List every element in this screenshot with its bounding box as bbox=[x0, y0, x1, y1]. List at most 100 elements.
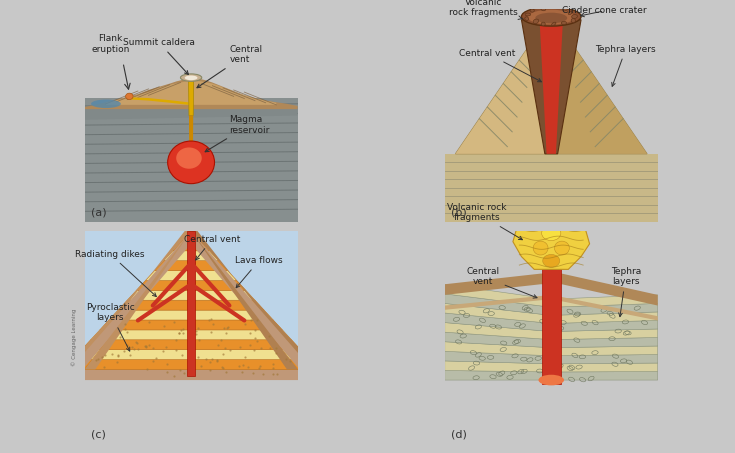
Polygon shape bbox=[182, 231, 200, 241]
Polygon shape bbox=[153, 270, 229, 280]
Polygon shape bbox=[93, 350, 290, 360]
Polygon shape bbox=[63, 360, 319, 370]
Polygon shape bbox=[130, 300, 252, 310]
Ellipse shape bbox=[535, 13, 567, 23]
Ellipse shape bbox=[541, 7, 545, 11]
Text: Magma
reservoir: Magma reservoir bbox=[205, 115, 270, 152]
Polygon shape bbox=[100, 320, 282, 330]
Ellipse shape bbox=[533, 241, 548, 255]
Ellipse shape bbox=[553, 5, 556, 9]
Ellipse shape bbox=[176, 147, 201, 169]
Polygon shape bbox=[551, 13, 647, 154]
Polygon shape bbox=[184, 231, 198, 241]
Ellipse shape bbox=[526, 13, 531, 16]
Ellipse shape bbox=[529, 215, 543, 226]
Polygon shape bbox=[154, 260, 228, 270]
Polygon shape bbox=[138, 290, 244, 300]
Ellipse shape bbox=[568, 11, 572, 14]
Ellipse shape bbox=[541, 22, 545, 26]
Polygon shape bbox=[445, 294, 658, 315]
Polygon shape bbox=[137, 280, 245, 290]
Polygon shape bbox=[445, 313, 658, 332]
Polygon shape bbox=[85, 370, 298, 380]
Polygon shape bbox=[146, 270, 237, 280]
Polygon shape bbox=[173, 241, 209, 251]
Polygon shape bbox=[85, 360, 298, 370]
Polygon shape bbox=[123, 310, 259, 320]
Text: Volcanic plug: Volcanic plug bbox=[0, 452, 1, 453]
Ellipse shape bbox=[184, 76, 198, 80]
Polygon shape bbox=[456, 13, 551, 154]
Ellipse shape bbox=[571, 19, 576, 23]
Polygon shape bbox=[115, 320, 267, 330]
Polygon shape bbox=[445, 304, 658, 323]
Polygon shape bbox=[176, 241, 207, 251]
Polygon shape bbox=[191, 231, 298, 370]
Text: Tephra layers: Tephra layers bbox=[595, 45, 656, 87]
Polygon shape bbox=[107, 330, 275, 340]
Polygon shape bbox=[513, 197, 589, 270]
Polygon shape bbox=[63, 231, 319, 380]
Polygon shape bbox=[146, 280, 237, 290]
Ellipse shape bbox=[168, 141, 215, 183]
Ellipse shape bbox=[521, 7, 581, 26]
Ellipse shape bbox=[572, 14, 578, 19]
Polygon shape bbox=[70, 231, 312, 370]
Text: Central vent: Central vent bbox=[459, 49, 542, 82]
Ellipse shape bbox=[542, 255, 560, 267]
Ellipse shape bbox=[528, 10, 575, 24]
Ellipse shape bbox=[551, 22, 556, 25]
Polygon shape bbox=[189, 116, 193, 169]
Polygon shape bbox=[445, 154, 658, 222]
Polygon shape bbox=[445, 352, 658, 364]
Polygon shape bbox=[445, 342, 658, 356]
Polygon shape bbox=[191, 231, 319, 370]
Text: Central
vent: Central vent bbox=[197, 45, 262, 88]
Text: Flank
eruption: Flank eruption bbox=[91, 34, 129, 53]
Polygon shape bbox=[539, 20, 563, 154]
Ellipse shape bbox=[126, 93, 133, 100]
Text: (c): (c) bbox=[91, 429, 106, 439]
Polygon shape bbox=[100, 340, 282, 350]
Polygon shape bbox=[82, 340, 301, 350]
Polygon shape bbox=[127, 97, 189, 105]
Polygon shape bbox=[127, 290, 255, 300]
Polygon shape bbox=[85, 80, 298, 120]
Text: Summit caldera: Summit caldera bbox=[123, 38, 195, 74]
Polygon shape bbox=[63, 231, 191, 370]
Ellipse shape bbox=[533, 19, 539, 24]
Polygon shape bbox=[161, 260, 221, 270]
Ellipse shape bbox=[562, 21, 567, 24]
Ellipse shape bbox=[181, 74, 201, 82]
Ellipse shape bbox=[564, 7, 568, 11]
Polygon shape bbox=[85, 231, 298, 370]
Polygon shape bbox=[168, 251, 214, 260]
Polygon shape bbox=[118, 300, 264, 310]
Text: Volcanic rock
fragments: Volcanic rock fragments bbox=[447, 203, 523, 240]
Polygon shape bbox=[85, 98, 298, 222]
Text: Tephra
layers: Tephra layers bbox=[611, 267, 641, 317]
Polygon shape bbox=[445, 361, 658, 372]
Text: (d): (d) bbox=[451, 429, 467, 439]
Polygon shape bbox=[189, 80, 193, 116]
Polygon shape bbox=[445, 284, 658, 307]
Text: (b): (b) bbox=[451, 207, 467, 217]
Polygon shape bbox=[445, 274, 658, 305]
Polygon shape bbox=[521, 20, 581, 154]
Ellipse shape bbox=[530, 9, 534, 12]
Polygon shape bbox=[73, 350, 309, 360]
Ellipse shape bbox=[525, 17, 528, 20]
Polygon shape bbox=[106, 80, 276, 105]
Text: (a): (a) bbox=[91, 207, 107, 217]
Polygon shape bbox=[85, 77, 298, 109]
Polygon shape bbox=[445, 371, 658, 380]
Ellipse shape bbox=[554, 241, 570, 255]
Text: Lava flows: Lava flows bbox=[235, 256, 283, 288]
Text: Radiating dikes: Radiating dikes bbox=[76, 250, 157, 297]
Polygon shape bbox=[85, 231, 191, 370]
Polygon shape bbox=[445, 295, 658, 320]
Ellipse shape bbox=[544, 202, 559, 213]
Polygon shape bbox=[456, 13, 647, 154]
Ellipse shape bbox=[542, 226, 561, 241]
Polygon shape bbox=[85, 231, 298, 370]
